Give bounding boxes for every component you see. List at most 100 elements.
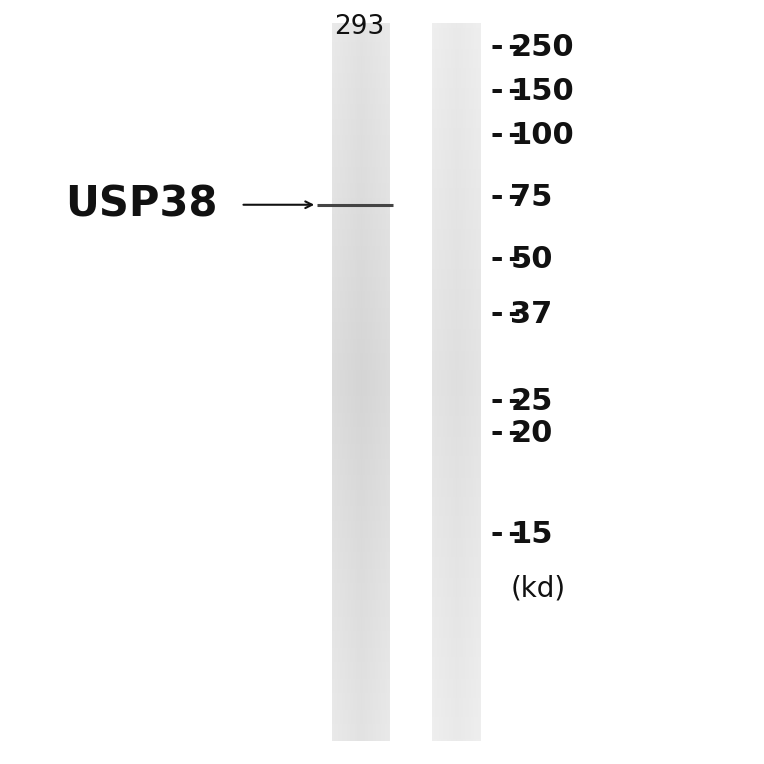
Bar [332, 215, 390, 217]
Bar [432, 428, 481, 430]
Bar [432, 471, 481, 473]
Bar [332, 585, 390, 588]
Bar [332, 135, 390, 138]
Bar [432, 418, 481, 420]
Bar [332, 336, 390, 339]
Bar [332, 57, 390, 59]
Bar [432, 430, 481, 432]
Text: --: -- [487, 520, 524, 549]
Bar [332, 581, 390, 583]
Bar [432, 367, 481, 370]
Bar [432, 638, 481, 640]
Bar [332, 160, 390, 162]
Bar [332, 245, 390, 248]
Bar [332, 37, 390, 40]
Bar [432, 712, 481, 715]
Bar [332, 303, 390, 306]
Bar [432, 346, 481, 348]
Bar [332, 351, 390, 353]
Bar [432, 657, 481, 659]
Bar [332, 712, 390, 715]
Bar [432, 303, 481, 306]
Bar [432, 576, 481, 578]
Bar [432, 44, 481, 47]
Bar [332, 114, 390, 116]
Bar [332, 207, 390, 209]
Text: 250: 250 [510, 33, 574, 62]
Bar [432, 636, 481, 638]
Bar [432, 392, 481, 394]
Bar [432, 73, 481, 76]
Bar [332, 176, 390, 179]
Bar [332, 549, 390, 552]
Bar [432, 574, 481, 576]
Bar [332, 435, 390, 437]
Bar [432, 494, 481, 497]
Bar [332, 375, 390, 377]
Bar [432, 473, 481, 475]
Bar [432, 528, 481, 530]
Bar [332, 40, 390, 42]
Bar [332, 262, 390, 264]
Bar [432, 320, 481, 322]
Bar [432, 135, 481, 138]
Bar [332, 281, 390, 284]
Bar [332, 547, 390, 549]
Bar [332, 646, 390, 648]
Bar [432, 274, 481, 277]
Bar [332, 604, 390, 607]
Bar [332, 408, 390, 411]
Bar [332, 63, 390, 66]
Bar [332, 595, 390, 597]
Bar [432, 40, 481, 42]
Bar [332, 483, 390, 485]
Bar [332, 286, 390, 289]
Bar [432, 578, 481, 581]
Bar [332, 401, 390, 403]
Bar [332, 623, 390, 626]
Bar [332, 193, 390, 196]
Bar [332, 511, 390, 513]
Bar [432, 724, 481, 727]
Bar [432, 306, 481, 308]
Bar [432, 42, 481, 44]
Bar [432, 348, 481, 351]
Bar [332, 387, 390, 389]
Bar [332, 217, 390, 219]
Bar [332, 107, 390, 109]
Bar [332, 212, 390, 215]
Bar [332, 418, 390, 420]
Bar [432, 621, 481, 623]
Bar [432, 466, 481, 468]
Bar [432, 384, 481, 387]
Bar [332, 674, 390, 676]
Bar [332, 164, 390, 167]
Bar [432, 715, 481, 717]
Bar [432, 251, 481, 253]
Bar [332, 138, 390, 141]
Bar [432, 375, 481, 377]
Bar [332, 274, 390, 277]
Bar [432, 612, 481, 614]
Bar [332, 52, 390, 54]
Bar [332, 588, 390, 591]
Bar [332, 157, 390, 160]
Bar [332, 710, 390, 712]
Bar [432, 217, 481, 219]
Bar [432, 674, 481, 676]
Bar [332, 619, 390, 621]
Bar [332, 251, 390, 253]
Bar [332, 701, 390, 703]
Bar [432, 679, 481, 681]
Bar [432, 317, 481, 320]
Bar [332, 257, 390, 260]
Bar [432, 684, 481, 686]
Bar [332, 284, 390, 286]
Bar [332, 650, 390, 652]
Bar [432, 25, 481, 28]
Bar [332, 422, 390, 425]
Bar [432, 293, 481, 296]
Bar [432, 243, 481, 245]
Bar [332, 691, 390, 693]
Bar [432, 600, 481, 602]
